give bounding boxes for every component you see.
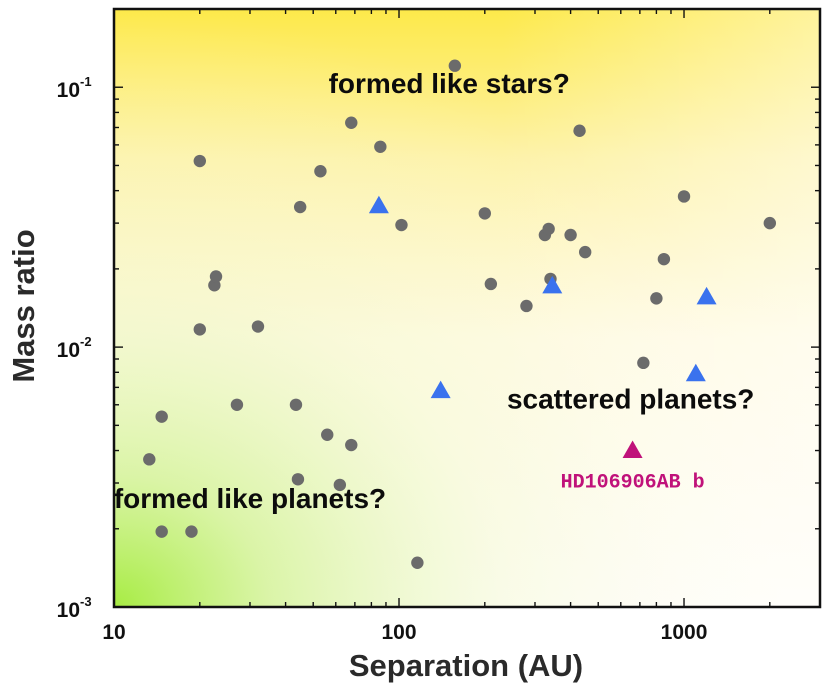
plot-frame: [112, 7, 822, 609]
data-point-companions: [345, 116, 358, 129]
data-point-highlighted: [685, 363, 706, 382]
data-point-highlighted: [430, 380, 451, 399]
plot-background: [114, 9, 820, 607]
data-point-companions: [289, 398, 303, 411]
data-point-companions: [763, 216, 777, 230]
y-tick-label: 10: [57, 599, 80, 622]
annotations: formed like stars?scattered planets?form…: [114, 68, 755, 514]
y-tick-exponent: -3: [80, 594, 92, 609]
annotation-scattered-planets: scattered planets?: [507, 384, 754, 415]
data-point-highlighted: [696, 286, 717, 305]
data-point-companions: [637, 356, 650, 370]
data-point-companions: [520, 299, 533, 313]
y-tick-label: 10: [57, 79, 80, 102]
data-point-companions: [411, 556, 424, 569]
y-tick-exponent: -1: [80, 74, 92, 89]
y-tick-label: 10: [57, 339, 80, 362]
data-point-companions: [321, 428, 334, 441]
data-points: HD106906AB b: [143, 59, 777, 569]
data-point-companions: [395, 218, 408, 232]
data-point-companions: [374, 140, 387, 153]
x-tick-labels: 10 100 1000: [102, 621, 707, 644]
data-point-companions: [573, 124, 586, 137]
annotation-formed-like-stars: formed like stars?: [329, 68, 570, 99]
data-point-hd106906ab-b: [622, 440, 643, 459]
y-tick-labels: 10-310-210-1: [57, 74, 92, 622]
data-point-companions: [578, 245, 592, 259]
data-point-companions: [143, 453, 156, 466]
x-axis-title: Separation (AU): [349, 648, 583, 683]
data-point-companions: [209, 270, 223, 283]
data-point-companions: [291, 473, 305, 486]
data-point-companions: [314, 165, 327, 178]
y-axis-title: Mass ratio: [6, 229, 41, 382]
data-point-companions: [230, 398, 244, 411]
data-point-companions: [345, 438, 358, 452]
data-point-companions: [677, 190, 691, 203]
data-point-highlighted: [368, 195, 389, 214]
data-point-companions: [484, 277, 498, 291]
data-point-companions: [650, 292, 663, 305]
data-point-companions: [448, 59, 462, 72]
data-point-companions: [193, 154, 206, 168]
data-point-companions: [251, 320, 265, 333]
data-point-companions: [293, 200, 307, 214]
data-point-companions: [542, 222, 555, 236]
data-point-highlighted: [542, 275, 563, 294]
data-point-companions: [155, 410, 168, 423]
x-tick-label: 1000: [661, 621, 708, 644]
data-point-companions: [657, 252, 671, 266]
x-tick-label: 10: [102, 621, 125, 644]
data-point-companions: [155, 525, 168, 538]
data-point-companions: [333, 478, 347, 492]
data-point-companions: [564, 228, 577, 242]
data-point-companions: [193, 323, 206, 336]
data-point-companions: [185, 525, 198, 538]
data-point-companions: [478, 207, 492, 220]
x-tick-label: 100: [381, 621, 416, 644]
y-tick-exponent: -2: [80, 334, 92, 349]
point-label-hd106906ab-b: HD106906AB b: [561, 472, 705, 495]
